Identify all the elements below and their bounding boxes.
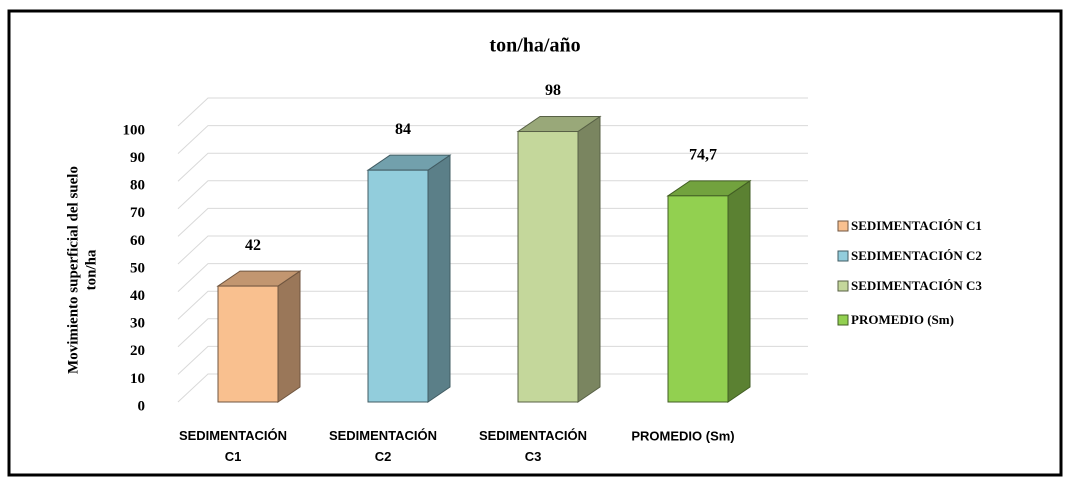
grid-line [177, 97, 808, 127]
legend-swatch [837, 220, 849, 232]
legend-label: PROMEDIO (Sm) [851, 312, 954, 327]
legend-swatch [837, 314, 849, 326]
y-tick-label: 10 [130, 371, 145, 387]
y-tick-label: 100 [123, 122, 146, 138]
y-axis-title-line: ton/ha [83, 249, 99, 290]
bar-front [367, 169, 429, 403]
x-tick-label-line: SEDIMENTACIÓN [479, 428, 587, 443]
legend-label: SEDIMENTACIÓN C1 [851, 218, 982, 233]
grid-line [177, 263, 808, 292]
x-tick-label: SEDIMENTACIÓN C2 [329, 428, 437, 464]
bar-front [667, 195, 729, 403]
grid-line [177, 318, 808, 348]
grid-line [177, 345, 808, 375]
y-tick-label: 90 [130, 150, 145, 166]
legend-swatch [837, 250, 849, 262]
grid-line [177, 180, 808, 210]
x-tick-label-line: C1 [225, 449, 242, 464]
bar-side [727, 179, 751, 403]
y-axis-title: Movimiento superficial del suelo ton/ha [65, 166, 99, 374]
value-label: 98 [545, 82, 561, 99]
bar [516, 115, 602, 403]
bar [666, 179, 752, 403]
x-tick-label: PROMEDIO (Sm) [631, 428, 734, 443]
value-label: 74,7 [689, 146, 717, 163]
y-tick-label: 80 [130, 178, 145, 194]
y-tick-label: 0 [138, 398, 146, 414]
grid-line [177, 373, 808, 403]
legend-label: SEDIMENTACIÓN C2 [851, 248, 982, 263]
y-tick-label: 20 [130, 343, 145, 359]
x-tick-label-line: C2 [375, 449, 392, 464]
y-tick-label: 60 [130, 233, 145, 249]
x-tick-label: SEDIMENTACIÓN C3 [479, 428, 587, 464]
chart-title: ton/ha/año [489, 35, 580, 57]
bar-side [577, 115, 601, 403]
legend-swatch [837, 280, 849, 292]
bar-side [277, 270, 301, 403]
bar [366, 154, 452, 403]
legend-label: SEDIMENTACIÓN C3 [851, 278, 982, 293]
x-tick-label-line: C3 [525, 449, 542, 464]
bar-front [217, 285, 279, 403]
bar-side [427, 154, 451, 403]
y-tick-label: 30 [130, 316, 145, 332]
value-label: 84 [395, 121, 411, 138]
bar-front [517, 131, 579, 403]
grid-line [177, 207, 808, 237]
grid-line [177, 152, 808, 182]
x-tick-label-line: SEDIMENTACIÓN [179, 428, 287, 443]
value-label: 42 [245, 237, 261, 254]
y-axis-title-line: Movimiento superficial del suelo [65, 166, 81, 374]
grid-line [177, 290, 808, 320]
grid-line [177, 125, 808, 154]
grid-line [177, 235, 808, 265]
x-tick-label: SEDIMENTACIÓN C1 [179, 428, 287, 464]
bar [216, 270, 302, 403]
y-tick-label: 40 [130, 288, 145, 304]
y-tick-label: 70 [130, 205, 145, 221]
x-tick-label-line: SEDIMENTACIÓN [329, 428, 437, 443]
y-tick-label: 50 [130, 260, 145, 276]
